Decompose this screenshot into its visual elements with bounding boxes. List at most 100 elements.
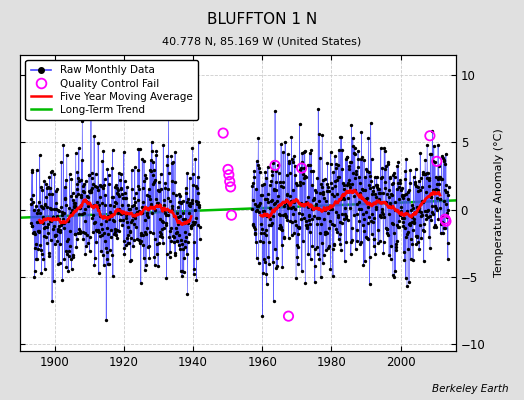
Point: [29, 229, 38, 236]
Point: [137, 210, 146, 216]
Point: [30, 207, 38, 213]
Point: [334, 236, 343, 243]
Point: [66, 243, 74, 249]
Point: [149, 158, 157, 165]
Point: [135, 236, 143, 243]
Point: [291, 172, 300, 178]
Point: [277, 223, 286, 230]
Point: [74, 178, 83, 184]
Point: [83, 200, 92, 206]
Point: [387, 190, 396, 197]
Point: [80, 210, 88, 216]
Point: [71, 200, 79, 206]
Point: [88, 175, 96, 182]
Point: [443, 189, 452, 196]
Point: [300, 149, 308, 155]
Point: [277, 141, 285, 148]
Point: [27, 200, 35, 207]
Point: [278, 264, 287, 270]
Point: [266, 182, 274, 188]
Point: [366, 120, 375, 126]
Point: [59, 216, 67, 223]
Point: [193, 184, 201, 191]
Point: [343, 154, 351, 160]
Point: [276, 222, 285, 229]
Point: [30, 274, 39, 280]
Point: [169, 238, 178, 245]
Point: [286, 193, 294, 200]
Point: [368, 210, 377, 217]
Point: [334, 174, 343, 180]
Point: [362, 234, 370, 240]
Point: [183, 170, 191, 176]
Point: [260, 208, 269, 215]
Point: [54, 208, 63, 214]
Point: [335, 219, 344, 225]
Point: [347, 122, 356, 128]
Point: [354, 198, 363, 205]
Point: [311, 204, 320, 210]
Point: [122, 194, 130, 201]
Point: [113, 227, 122, 233]
Point: [158, 205, 166, 211]
Point: [113, 190, 121, 196]
Point: [383, 230, 391, 236]
Point: [64, 218, 73, 224]
Point: [177, 200, 185, 206]
Point: [90, 220, 98, 226]
Point: [287, 198, 295, 204]
Point: [303, 204, 312, 210]
Point: [269, 160, 277, 166]
Point: [419, 171, 427, 177]
Point: [51, 232, 59, 238]
Point: [378, 164, 386, 171]
Point: [82, 177, 90, 184]
Point: [314, 106, 322, 112]
Point: [45, 174, 53, 180]
Point: [146, 157, 155, 163]
Point: [64, 252, 73, 259]
Point: [71, 231, 80, 237]
Point: [145, 186, 153, 193]
Point: [29, 230, 37, 236]
Point: [81, 230, 89, 236]
Point: [369, 184, 377, 191]
Point: [359, 228, 368, 234]
Point: [132, 204, 140, 211]
Point: [152, 251, 161, 258]
Point: [64, 268, 72, 274]
Point: [194, 139, 203, 145]
Point: [376, 213, 385, 219]
Point: [115, 228, 123, 234]
Point: [322, 246, 330, 253]
Point: [192, 277, 201, 283]
Point: [114, 210, 123, 217]
Point: [431, 203, 440, 209]
Point: [382, 162, 390, 169]
Point: [53, 186, 61, 192]
Point: [303, 221, 311, 228]
Point: [101, 202, 110, 208]
Point: [378, 174, 387, 180]
Point: [78, 118, 86, 124]
Point: [292, 180, 301, 187]
Point: [141, 217, 150, 223]
Point: [76, 228, 84, 234]
Point: [68, 210, 76, 216]
Point: [290, 206, 299, 212]
Point: [161, 180, 169, 186]
Point: [348, 134, 357, 141]
Point: [73, 181, 81, 188]
Point: [303, 224, 311, 230]
Point: [367, 178, 375, 184]
Point: [136, 238, 144, 245]
Point: [375, 212, 384, 218]
Point: [413, 184, 422, 190]
Point: [71, 150, 80, 156]
Point: [395, 218, 403, 224]
Point: [194, 198, 202, 205]
Point: [149, 179, 158, 185]
Point: [321, 176, 329, 182]
Point: [58, 212, 66, 218]
Point: [252, 225, 260, 232]
